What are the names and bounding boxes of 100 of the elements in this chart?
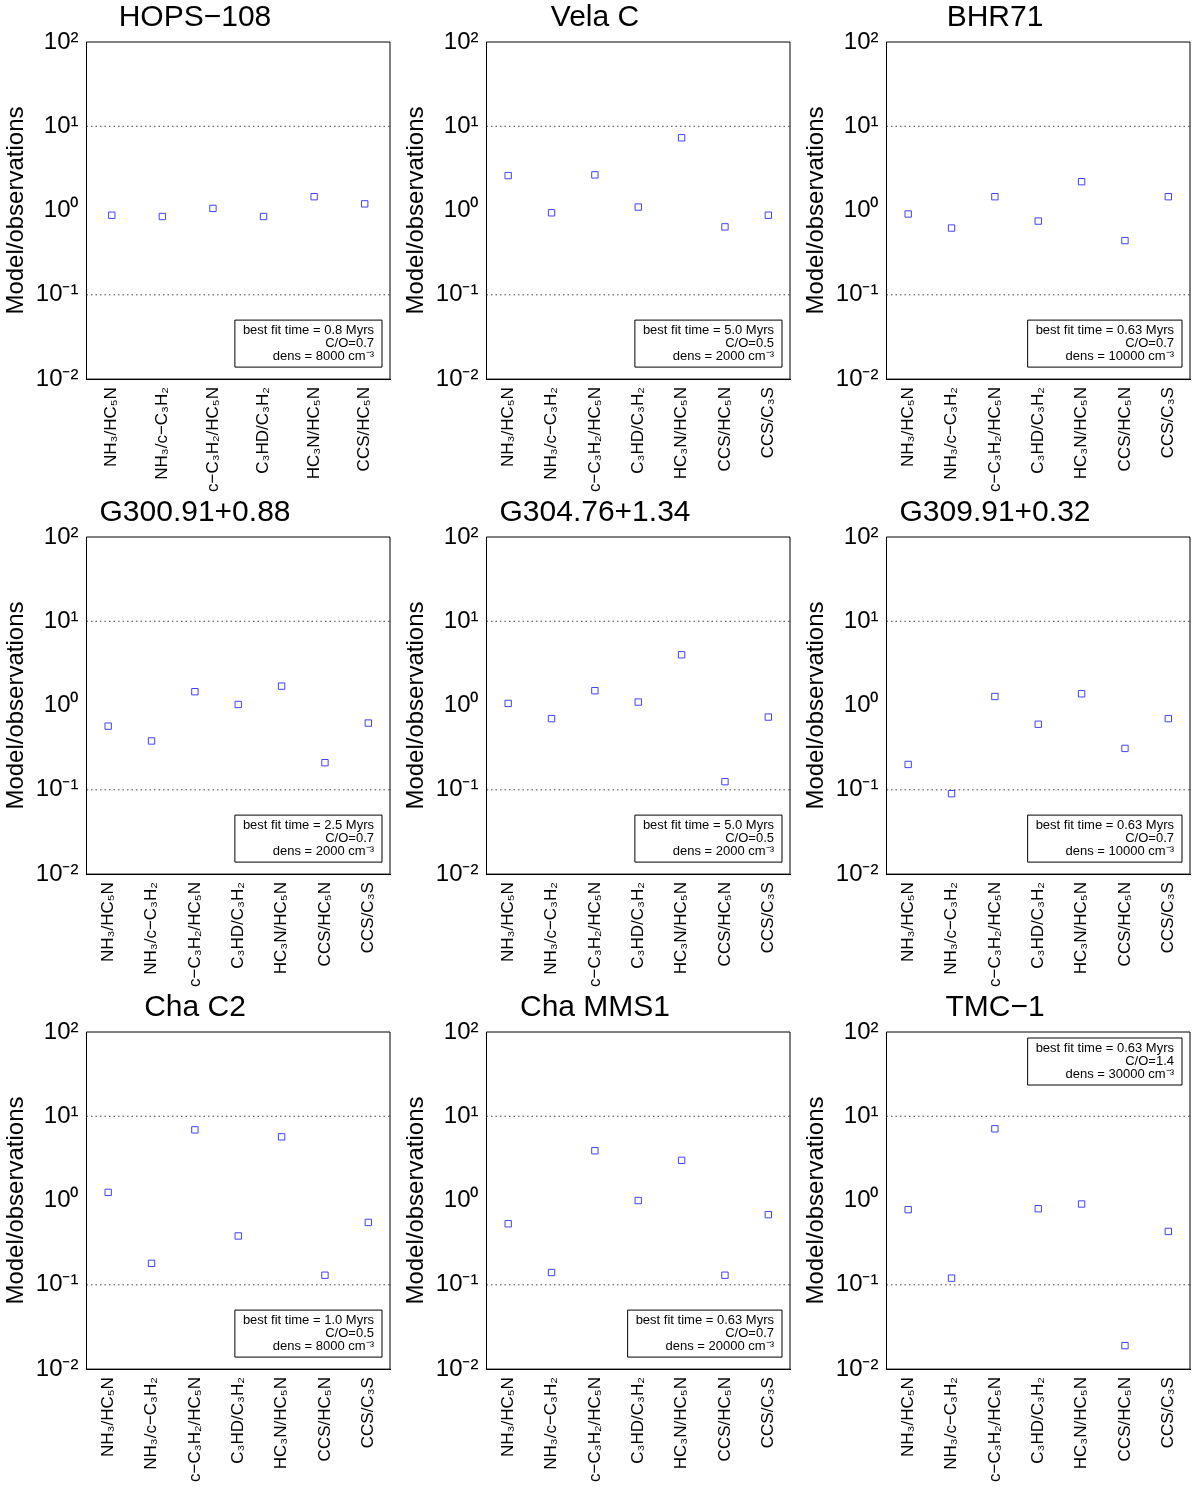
y-tick-label: 10⁰ xyxy=(843,1185,879,1213)
point xyxy=(721,1271,729,1279)
point xyxy=(158,212,167,221)
point xyxy=(147,737,156,745)
x-tick-label: c−C₃H₂/HC₅N xyxy=(184,882,204,987)
y-tick-label: 10⁰ xyxy=(43,1185,79,1213)
x-tick-label: HC₃N/HC₅N xyxy=(1071,1377,1091,1470)
x-tick-label: CCS/HC₅N xyxy=(714,882,734,967)
y-tick-label: 10² xyxy=(843,521,879,549)
point xyxy=(277,1133,286,1141)
point xyxy=(1077,1200,1086,1208)
y-tick-label: 10⁻¹ xyxy=(35,1269,79,1297)
annotation: dens = 2000 cm⁻³ xyxy=(672,348,775,364)
x-tick-label: HC₃N/HC₅N xyxy=(303,387,323,480)
y-tick-label: 10¹ xyxy=(43,110,79,138)
chart-title: Cha MMS1 xyxy=(519,989,671,1023)
y-tick-label: 10⁻¹ xyxy=(835,1269,879,1297)
point xyxy=(634,1196,642,1205)
x-tick-label: CCS/HC₅N xyxy=(314,882,334,967)
y-axis-title: Model/observations xyxy=(801,1096,829,1305)
annotation: C/O=0.7 xyxy=(1125,335,1174,351)
y-tick-label: 10⁻¹ xyxy=(435,279,479,307)
x-tick-label: CCS/C₃S xyxy=(358,1377,378,1449)
y-tick-label: 10² xyxy=(843,26,879,54)
y-tick-label: 10⁻¹ xyxy=(435,1269,479,1297)
point xyxy=(321,1271,329,1279)
annotation: dens = 2000 cm⁻³ xyxy=(672,843,775,859)
y-tick-label: 10¹ xyxy=(443,605,479,633)
point xyxy=(209,204,217,213)
x-tick-label: C₃HD/C₃H₂ xyxy=(1027,1377,1047,1464)
x-tick-label: c−C₃H₂/HC₅N xyxy=(584,1377,604,1482)
point xyxy=(1164,193,1172,201)
point xyxy=(764,211,772,219)
y-axis-title: Model/observations xyxy=(401,1096,429,1305)
point xyxy=(764,713,772,721)
y-tick-label: 10² xyxy=(443,26,479,54)
y-tick-label: 10⁰ xyxy=(443,690,479,718)
annotation: dens = 8000 cm⁻³ xyxy=(272,348,375,364)
point xyxy=(1077,178,1086,186)
x-tick-label: NH₃/HC₅N xyxy=(897,387,917,467)
x-tick-label: C₃HD/C₃H₂ xyxy=(627,1377,647,1464)
point xyxy=(259,212,268,221)
point xyxy=(1164,714,1172,723)
annotation: best fit time = 0.63 Myrs xyxy=(1035,817,1175,833)
annotation: dens = 10000 cm⁻³ xyxy=(1065,348,1175,364)
point xyxy=(721,223,729,231)
annotation: best fit time = 0.63 Myrs xyxy=(635,1312,775,1328)
annotation: C/O=1.4 xyxy=(1125,1053,1174,1069)
x-tick-label: NH₃/c−C₃H₂ xyxy=(141,1377,161,1470)
point xyxy=(1121,744,1129,753)
x-tick-label: HC₃N/HC₅N xyxy=(671,387,691,480)
x-tick-label: NH₃/HC₅N xyxy=(897,882,917,962)
x-tick-label: c−C₃H₂/HC₅N xyxy=(584,882,604,987)
x-tick-label: HC₃N/HC₅N xyxy=(1071,882,1091,975)
x-tick-label: HC₃N/HC₅N xyxy=(1071,387,1091,480)
y-tick-label: 10⁻¹ xyxy=(435,774,479,802)
annotation: dens = 2000 cm⁻³ xyxy=(272,843,375,859)
y-tick-label: 10⁻¹ xyxy=(835,279,879,307)
annotation: C/O=0.5 xyxy=(325,1325,374,1341)
x-tick-label: NH₃/c−C₃H₂ xyxy=(152,387,172,480)
chart-title: BHR71 xyxy=(946,0,1044,33)
x-tick-label: CCS/HC₅N xyxy=(714,387,734,472)
x-tick-label: C₃HD/C₃H₂ xyxy=(227,882,247,969)
annotation: C/O=0.7 xyxy=(325,335,374,351)
annotation: best fit time = 0.8 Myrs xyxy=(242,322,375,338)
x-tick-label: NH₃/HC₅N xyxy=(497,882,517,962)
x-tick-label: NH₃/HC₅N xyxy=(897,1377,917,1457)
y-tick-label: 10⁻¹ xyxy=(35,774,79,802)
point xyxy=(277,682,286,690)
chart-title: HOPS−108 xyxy=(118,0,272,33)
chart-title: Cha C2 xyxy=(144,989,246,1023)
point xyxy=(904,760,912,769)
x-tick-label: NH₃/c−C₃H₂ xyxy=(941,882,961,975)
x-tick-label: NH₃/HC₅N xyxy=(97,1377,117,1457)
point xyxy=(321,758,329,767)
point xyxy=(634,203,642,211)
x-tick-label: c−C₃H₂/HC₅N xyxy=(984,1377,1004,1482)
y-tick-label: 10⁻² xyxy=(835,363,879,391)
x-tick-label: NH₃/c−C₃H₂ xyxy=(541,387,561,480)
point xyxy=(634,698,642,706)
annotation: dens = 10000 cm⁻³ xyxy=(1065,843,1175,859)
x-tick-label: C₃HD/C₃H₂ xyxy=(627,387,647,474)
x-tick-label: c−C₃H₂/HC₅N xyxy=(984,882,1004,987)
x-tick-label: CCS/HC₅N xyxy=(314,1377,334,1462)
x-tick-label: CCS/C₃S xyxy=(758,1377,778,1449)
point xyxy=(361,200,369,208)
x-tick-label: CCS/C₃S xyxy=(758,882,778,954)
y-tick-label: 10¹ xyxy=(843,110,879,138)
x-tick-label: CCS/HC₅N xyxy=(1114,882,1134,967)
point xyxy=(1034,217,1042,225)
x-tick-label: NH₃/HC₅N xyxy=(97,882,117,962)
point xyxy=(547,209,556,217)
point xyxy=(364,1218,372,1227)
x-tick-label: NH₃/c−C₃H₂ xyxy=(941,1377,961,1470)
point xyxy=(310,193,318,201)
y-tick-label: 10² xyxy=(443,521,479,549)
point xyxy=(104,722,112,730)
annotation: best fit time = 5.0 Myrs xyxy=(642,817,775,833)
x-tick-label: c−C₃H₂/HC₅N xyxy=(984,387,1004,492)
x-tick-label: CCS/C₃S xyxy=(358,882,378,954)
